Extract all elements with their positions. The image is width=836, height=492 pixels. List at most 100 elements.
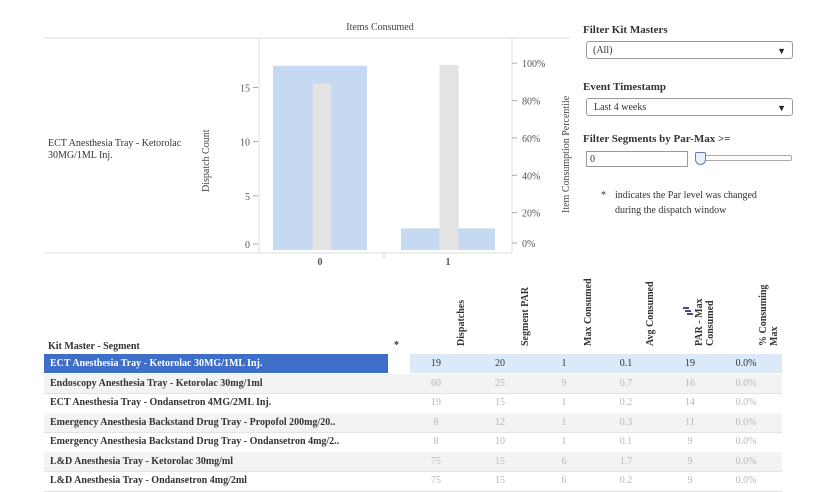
row-star-cell: [389, 374, 409, 393]
event-timestamp-select[interactable]: Last 4 weeks ▼: [586, 98, 793, 116]
table-row[interactable]: ECT Anesthesia Tray - Ondansetron 4MG/2M…: [44, 393, 782, 412]
row-cell-segment-par: 15: [495, 397, 505, 408]
row-star-cell: [389, 452, 409, 471]
row-cell-max-consumed: 1: [561, 397, 567, 408]
row-cell-segment-par: 15: [495, 455, 505, 467]
chart-title: Items Consumed: [346, 22, 414, 33]
table-row[interactable]: Emergency Anesthesia Backstand Drug Tray…: [44, 432, 782, 451]
note-line-1: indicates the Par level was changed: [615, 190, 757, 201]
note-star: *: [601, 190, 606, 201]
row-cell-avg-consumed: 0.1: [619, 436, 633, 447]
right-tick-label: 0%: [522, 239, 535, 250]
category-label: 1: [446, 257, 451, 268]
par-max-slider-handle[interactable]: [695, 152, 706, 165]
row-cell-avg-consumed: 1.7: [619, 455, 633, 467]
row-cell-dispatches: 75: [431, 475, 441, 486]
table-row[interactable]: Emergency Anesthesia Backstand Drug Tray…: [44, 412, 782, 432]
col-header-dispatches[interactable]: Dispatches: [456, 299, 467, 346]
row-kit-segment-name[interactable]: L&D Anesthesia Tray - Ketorolac 30mg/ml: [50, 455, 234, 467]
row-cell-pct-consuming-max: 0.0%: [735, 397, 757, 408]
filter-kit-masters-title: Filter Kit Masters: [583, 24, 668, 36]
row-cell-max-consumed: 9: [561, 377, 567, 389]
kit-masters-value: (All): [593, 45, 613, 56]
row-kit-segment-name[interactable]: Endoscopy Anesthesia Tray - Ketorolac 30…: [50, 377, 263, 389]
row-cell-pct-consuming-max: 0.0%: [735, 358, 757, 369]
row-cell-max-consumed: 6: [561, 475, 567, 486]
star-header: *: [394, 340, 399, 351]
right-tick-label: 20%: [522, 209, 540, 220]
kit-master-segment-header: Kit Master - Segment: [48, 341, 140, 352]
row-kit-segment-name[interactable]: Emergency Anesthesia Backstand Drug Tray…: [50, 416, 336, 428]
row-star-cell: [389, 413, 409, 432]
event-timestamp-value: Last 4 weeks: [594, 102, 647, 113]
row-cell-par-max-consumed: 9: [687, 455, 693, 467]
row-cell-dispatches: 60: [431, 377, 441, 389]
items-consumed-chart: Dispatch Count Item Consumption Percenti…: [44, 37, 572, 268]
row-cell-avg-consumed: 0.2: [619, 397, 633, 408]
row-cell-segment-par: 20: [495, 358, 505, 369]
left-tick-label: 5: [245, 192, 250, 203]
row-star-cell: [389, 393, 409, 412]
par-max-slider-track[interactable]: [695, 155, 792, 161]
table-row[interactable]: Endoscopy Anesthesia Tray - Ketorolac 30…: [44, 373, 782, 393]
row-cell-max-consumed: 1: [561, 436, 567, 447]
row-kit-segment-name[interactable]: L&D Anesthesia Tray - Ondansetron 4mg/2m…: [50, 475, 247, 486]
row-star-cell: [389, 354, 409, 373]
kit-masters-select[interactable]: (All) ▼: [586, 41, 793, 59]
table-row[interactable]: L&D Anesthesia Tray - Ondansetron 4mg/2m…: [44, 471, 782, 490]
row-cell-segment-par: 10: [495, 436, 505, 447]
row-cell-par-max-consumed: 9: [687, 475, 693, 486]
row-cell-pct-consuming-max: 0.0%: [735, 377, 757, 389]
row-kit-segment-name[interactable]: ECT Anesthesia Tray - Ketorolac 30MG/1ML…: [44, 354, 388, 373]
row-cell-avg-consumed: 0.3: [619, 416, 633, 428]
y-left-axis-title: Dispatch Count: [201, 129, 212, 192]
col-header-max-consumed[interactable]: Max Consumed: [583, 278, 594, 346]
row-cell-pct-consuming-max: 0.0%: [735, 416, 757, 428]
row-cell-par-max-consumed: 19: [685, 358, 695, 369]
row-cell-avg-consumed: 0.7: [619, 377, 633, 389]
row-cell-pct-consuming-max: 0.0%: [735, 475, 757, 486]
col-header-avg-consumed[interactable]: Avg Consumed: [645, 281, 656, 346]
col-header-pct-consuming-max[interactable]: % Consuming Max: [758, 278, 780, 346]
par-max-input[interactable]: 0: [586, 151, 688, 167]
right-tick-label: 100%: [522, 59, 545, 70]
row-cell-segment-par: 12: [495, 416, 505, 428]
table-row[interactable]: L&D Anesthesia Tray - Ketorolac 30mg/ml 7…: [44, 451, 782, 471]
selected-row-highlight: [410, 354, 782, 373]
row-cell-max-consumed: 6: [561, 455, 567, 467]
left-tick-label: 15: [240, 84, 250, 95]
row-cell-max-consumed: 1: [561, 416, 567, 428]
sort-bars-icon[interactable]: [683, 307, 693, 317]
row-cell-avg-consumed: 0.1: [619, 358, 633, 369]
right-tick-label: 40%: [522, 171, 540, 182]
row-kit-segment-name[interactable]: Emergency Anesthesia Backstand Drug Tray…: [50, 436, 340, 447]
row-star-cell: [389, 432, 409, 451]
filter-segments-title: Filter Segments by Par-Max >=: [583, 133, 731, 145]
col-header-par-max-consumed[interactable]: PAR - Max Consumed: [694, 286, 716, 346]
y-right-axis-title: Item Consumption Percentile: [561, 95, 572, 213]
row-cell-dispatches: 19: [431, 397, 441, 408]
row-cell-par-max-consumed: 14: [685, 397, 695, 408]
row-cell-dispatches: 8: [433, 416, 439, 428]
right-tick-label: 60%: [522, 134, 540, 145]
triangle-down-icon: ▼: [777, 103, 786, 113]
row-cell-avg-consumed: 0.2: [619, 475, 633, 486]
row-cell-segment-par: 15: [495, 475, 505, 486]
event-timestamp-title: Event Timestamp: [583, 81, 667, 93]
row-cell-max-consumed: 1: [561, 358, 567, 369]
row-cell-dispatches: 75: [431, 455, 441, 467]
col-header-segment-par[interactable]: Segment PAR: [520, 287, 531, 346]
row-cell-dispatches: 19: [431, 358, 441, 369]
triangle-down-icon: ▼: [777, 46, 786, 56]
category-label: 0: [318, 257, 323, 268]
col-header-pct-consuming-max-label: % Consuming Max: [758, 284, 780, 346]
row-cell-segment-par: 25: [495, 377, 505, 389]
row-star-cell: [389, 471, 409, 490]
row-divider: [44, 432, 782, 433]
row-cell-dispatches: 8: [433, 436, 439, 447]
table-row[interactable]: ECT Anesthesia Tray - Ketorolac 30MG/1ML…: [44, 354, 782, 373]
row-divider: [44, 471, 782, 472]
left-tick-label: 0: [245, 240, 250, 251]
row-cell-par-max-consumed: 9: [687, 436, 693, 447]
row-kit-segment-name[interactable]: ECT Anesthesia Tray - Ondansetron 4MG/2M…: [50, 397, 272, 408]
